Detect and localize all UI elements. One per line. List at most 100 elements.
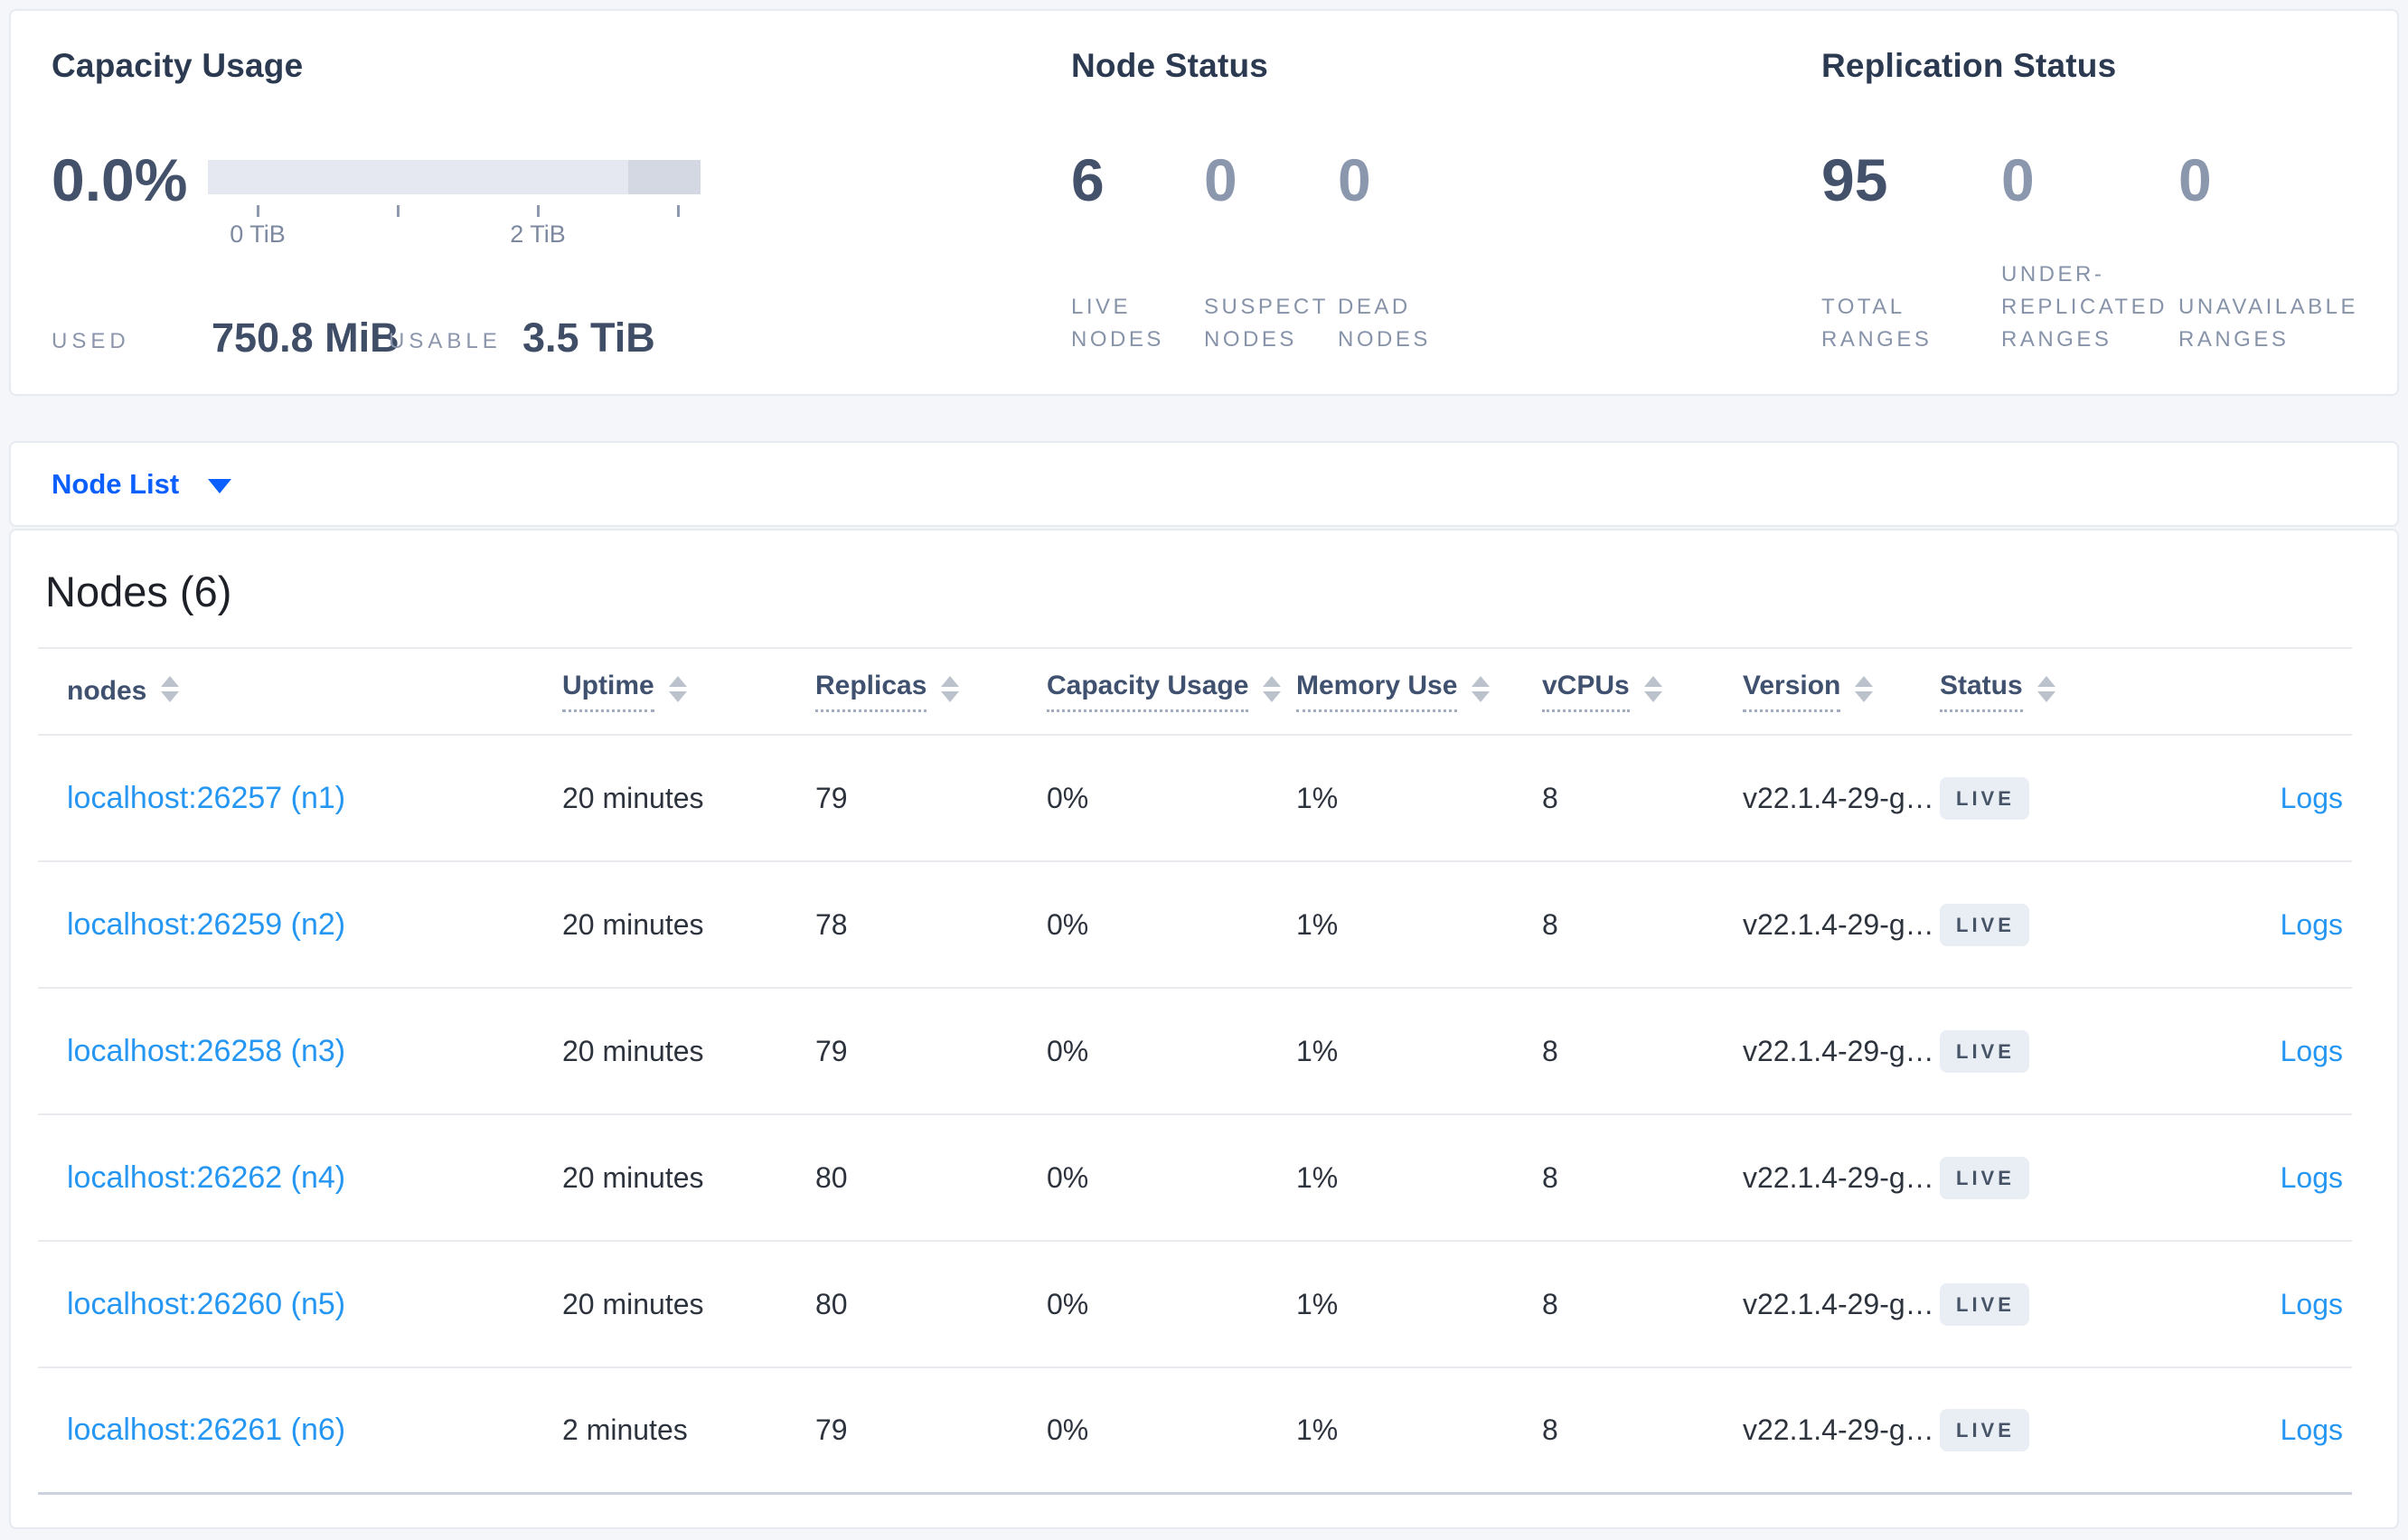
- axis-tick: [257, 205, 259, 217]
- table-row: localhost:26260 (n5) 20 minutes 80 0% 1%…: [38, 1242, 2352, 1368]
- live-nodes-value: 6: [1071, 146, 1105, 213]
- replicas-cell: 79: [815, 1034, 848, 1067]
- usable-value: 3.5 TiB: [522, 315, 655, 361]
- node-list-dropdown-bar: Node List: [9, 441, 2399, 527]
- dead-nodes-stat: 0 DEAD NODES: [1338, 11, 1482, 394]
- capacity-usage-title: Capacity Usage: [52, 47, 304, 84]
- memory-use-cell: 1%: [1296, 781, 1339, 814]
- uptime-cell: 2 minutes: [562, 1413, 688, 1446]
- nodes-table: nodes Uptime Replicas Capacity Usage Mem…: [38, 647, 2352, 1495]
- table-row: localhost:26259 (n2) 20 minutes 78 0% 1%…: [38, 862, 2352, 989]
- version-cell: v22.1.4-29-g…: [1743, 781, 1933, 814]
- replication-status-section: Replication Status 95 TOTAL RANGES 0 UND…: [1821, 11, 2382, 394]
- version-cell: v22.1.4-29-g…: [1743, 1160, 1933, 1194]
- axis-tick: [537, 205, 540, 217]
- logs-link[interactable]: Logs: [2280, 907, 2343, 941]
- table-row: localhost:26258 (n3) 20 minutes 79 0% 1%…: [38, 989, 2352, 1115]
- column-header-vcpus[interactable]: vCPUs: [1535, 649, 1735, 734]
- under-replicated-ranges-label: UNDER-REPLICATED RANGES: [2001, 262, 2168, 352]
- unavailable-ranges-label: UNAVAILABLE RANGES: [2178, 295, 2359, 352]
- replicas-cell: 79: [815, 1413, 848, 1446]
- replication-status-title: Replication Status: [1821, 47, 2117, 84]
- sort-icon[interactable]: [1472, 675, 1491, 702]
- column-header-logs: [2171, 649, 2352, 734]
- nodes-section-title: Nodes (6): [45, 568, 232, 615]
- capacity-usage-cell: 0%: [1047, 907, 1089, 941]
- sort-icon[interactable]: [668, 675, 687, 702]
- column-header-capacity-usage[interactable]: Capacity Usage: [1039, 649, 1289, 734]
- node-status-section: Node Status 6 LIVE NODES 0 SUSPECT NODES…: [1071, 11, 1794, 394]
- logs-link[interactable]: Logs: [2280, 1160, 2343, 1194]
- live-nodes-label: LIVE NODES: [1071, 295, 1164, 352]
- status-badge: LIVE: [1940, 903, 2029, 946]
- vcpus-cell: 8: [1542, 1160, 1558, 1194]
- vcpus-cell: 8: [1542, 781, 1558, 814]
- column-header-replicas[interactable]: Replicas: [808, 649, 1039, 734]
- capacity-bar-tail-segment: [628, 160, 701, 194]
- logs-link[interactable]: Logs: [2280, 1034, 2343, 1067]
- capacity-usage-cell: 0%: [1047, 1160, 1089, 1194]
- column-header-memory-use[interactable]: Memory Use: [1289, 649, 1535, 734]
- logs-link[interactable]: Logs: [2280, 1413, 2343, 1446]
- capacity-usage-section: Capacity Usage 0.0% 0 TiB 2 TiB USED 750…: [52, 11, 1028, 394]
- axis-tick-label: 0 TiB: [230, 221, 286, 248]
- node-address-link[interactable]: localhost:26262 (n4): [67, 1160, 346, 1195]
- node-address-link[interactable]: localhost:26261 (n6): [67, 1413, 346, 1447]
- version-cell: v22.1.4-29-g…: [1743, 1413, 1933, 1446]
- column-header-version[interactable]: Version: [1735, 649, 1933, 734]
- replicas-cell: 78: [815, 907, 848, 941]
- memory-use-cell: 1%: [1296, 1287, 1339, 1320]
- logs-link[interactable]: Logs: [2280, 1287, 2343, 1320]
- status-badge: LIVE: [1940, 1282, 2029, 1326]
- uptime-cell: 20 minutes: [562, 1034, 704, 1067]
- version-cell: v22.1.4-29-g…: [1743, 1034, 1933, 1067]
- column-header-status[interactable]: Status: [1933, 649, 2171, 734]
- capacity-usage-cell: 0%: [1047, 1034, 1089, 1067]
- memory-use-cell: 1%: [1296, 907, 1339, 941]
- node-address-link[interactable]: localhost:26258 (n3): [67, 1033, 346, 1068]
- column-header-nodes[interactable]: nodes: [38, 649, 555, 734]
- usable-label: USABLE: [389, 329, 502, 353]
- node-list-label[interactable]: Node List: [52, 467, 180, 500]
- column-header-uptime[interactable]: Uptime: [555, 649, 808, 734]
- unavailable-ranges-stat: 0 UNAVAILABLE RANGES: [2178, 11, 2368, 394]
- sort-icon[interactable]: [2036, 675, 2055, 702]
- table-row: localhost:26262 (n4) 20 minutes 80 0% 1%…: [38, 1115, 2352, 1242]
- live-nodes-stat: 6 LIVE NODES: [1071, 11, 1204, 394]
- sort-icon[interactable]: [1855, 675, 1874, 702]
- logs-link[interactable]: Logs: [2280, 781, 2343, 814]
- capacity-usage-cell: 0%: [1047, 1413, 1089, 1446]
- nodes-table-card: Nodes (6) nodes Uptime Replicas Capacity…: [9, 529, 2399, 1529]
- node-address-link[interactable]: localhost:26259 (n2): [67, 906, 346, 942]
- axis-tick: [397, 205, 400, 217]
- dead-nodes-label: DEAD NODES: [1338, 295, 1431, 352]
- sort-icon[interactable]: [941, 675, 960, 702]
- node-list-dropdown[interactable]: Node List: [52, 443, 232, 525]
- sort-icon[interactable]: [161, 675, 180, 702]
- axis-tick-label: 2 TiB: [510, 221, 566, 248]
- node-address-link[interactable]: localhost:26260 (n5): [67, 1286, 346, 1321]
- total-ranges-label: TOTAL RANGES: [1821, 295, 1933, 352]
- total-ranges-value: 95: [1821, 146, 1888, 213]
- status-badge: LIVE: [1940, 1409, 2029, 1451]
- node-address-link[interactable]: localhost:26257 (n1): [67, 780, 346, 815]
- table-row: localhost:26257 (n1) 20 minutes 79 0% 1%…: [38, 736, 2352, 862]
- vcpus-cell: 8: [1542, 1034, 1558, 1067]
- sort-icon[interactable]: [1643, 675, 1662, 702]
- uptime-cell: 20 minutes: [562, 1287, 704, 1320]
- sort-icon[interactable]: [1263, 675, 1282, 702]
- cluster-summary-card: Capacity Usage 0.0% 0 TiB 2 TiB USED 750…: [9, 9, 2399, 396]
- node-status-title: Node Status: [1071, 47, 1269, 84]
- capacity-usage-cell: 0%: [1047, 1287, 1089, 1320]
- version-cell: v22.1.4-29-g…: [1743, 907, 1933, 941]
- version-cell: v22.1.4-29-g…: [1743, 1287, 1933, 1320]
- memory-use-cell: 1%: [1296, 1413, 1339, 1446]
- chevron-down-icon: [208, 478, 232, 493]
- suspect-nodes-stat: 0 SUSPECT NODES: [1204, 11, 1338, 394]
- table-header-row: nodes Uptime Replicas Capacity Usage Mem…: [38, 649, 2352, 736]
- uptime-cell: 20 minutes: [562, 781, 704, 814]
- capacity-usage-cell: 0%: [1047, 781, 1089, 814]
- memory-use-cell: 1%: [1296, 1034, 1339, 1067]
- vcpus-cell: 8: [1542, 907, 1558, 941]
- suspect-nodes-value: 0: [1204, 146, 1237, 213]
